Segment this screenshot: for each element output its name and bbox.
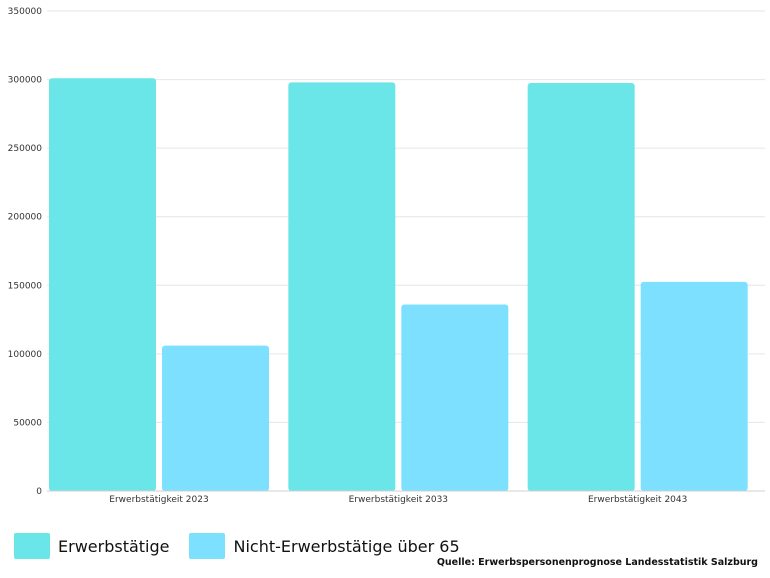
x-category-label: Erwerbstätigkeit 2023 [109, 495, 208, 505]
y-tick-label: 200000 [8, 213, 43, 223]
legend-label-nicht-erwerbstaetige: Nicht-Erwerbstätige über 65 [233, 536, 460, 556]
source-note: Quelle: Erwerbspersonenprognose Landesst… [436, 557, 758, 568]
y-tick-label: 0 [36, 487, 42, 497]
bar [162, 345, 269, 491]
bar [640, 281, 748, 491]
y-tick-label: 250000 [8, 144, 43, 154]
y-tick-label: 350000 [8, 7, 43, 17]
x-category-label: Erwerbstätigkeit 2043 [588, 495, 687, 505]
bar [288, 82, 396, 492]
legend-label-erwerbstaetige: Erwerbstätige [58, 536, 170, 556]
bar [527, 83, 635, 491]
legend-item-nicht-erwerbstaetige: Nicht-Erwerbstätige über 65 [189, 533, 460, 559]
x-category-label: Erwerbstätigkeit 2033 [349, 495, 448, 505]
legend-swatch-nicht-erwerbstaetige [189, 533, 226, 559]
y-tick-label: 300000 [8, 76, 43, 86]
y-tick-label: 50000 [13, 418, 42, 428]
chart-legend: Erwerbstätige Nicht-Erwerbstätige über 6… [14, 533, 480, 559]
y-tick-label: 100000 [8, 350, 43, 360]
legend-swatch-erwerbstaetige [14, 533, 50, 559]
bar [401, 304, 509, 491]
y-tick-label: 150000 [8, 281, 43, 291]
legend-item-erwerbstaetige: Erwerbstätige [14, 533, 169, 559]
bar [49, 78, 156, 491]
bar-chart: 0 50000 100000 150000 200000 250000 300000 3500… [8, 7, 765, 505]
